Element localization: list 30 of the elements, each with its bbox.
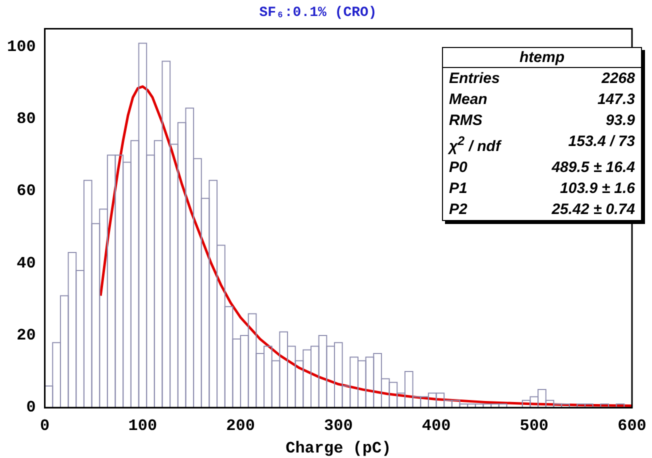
annotation: 93.9 [606, 111, 635, 131]
x-tick-label: 400 [422, 417, 451, 436]
y-tick-label: 0 [26, 398, 36, 417]
annotation: P2 [449, 200, 468, 220]
annotation: 2268 [602, 69, 635, 89]
annotation: 103.9 ± 1.6 [560, 179, 635, 199]
x-tick-label: 0 [40, 417, 50, 436]
x-tick-label: 500 [520, 417, 549, 436]
annotation: RMS [449, 111, 482, 131]
x-tick-label: 200 [226, 417, 255, 436]
x-tick-label: 300 [324, 417, 353, 436]
annotation: P0 [449, 158, 468, 178]
y-tick-label: 40 [16, 254, 36, 272]
annotation: 153.4 / 73 [568, 132, 635, 152]
annotation: P1 [449, 179, 468, 199]
chart-title: SF₆:0.1% (CRO) [259, 4, 377, 21]
annotation: Entries [449, 69, 500, 89]
y-tick-label: 60 [16, 182, 36, 200]
x-tick-label: 600 [618, 417, 646, 436]
annotation: 489.5 ± 16.4 [552, 158, 635, 178]
y-tick-label: 100 [6, 38, 36, 56]
x-tick-label: 100 [128, 417, 158, 436]
annotation: htemp [443, 48, 641, 68]
x-axis-title: Charge (pC) [286, 439, 392, 458]
annotation: 25.42 ± 0.74 [552, 200, 635, 220]
y-tick-label: 80 [16, 110, 36, 128]
annotation: χ$^{2}$ / ndf [449, 133, 500, 157]
annotation: Mean [449, 90, 488, 110]
annotation: 147.3 [597, 90, 635, 110]
y-tick-label: 20 [16, 326, 36, 344]
